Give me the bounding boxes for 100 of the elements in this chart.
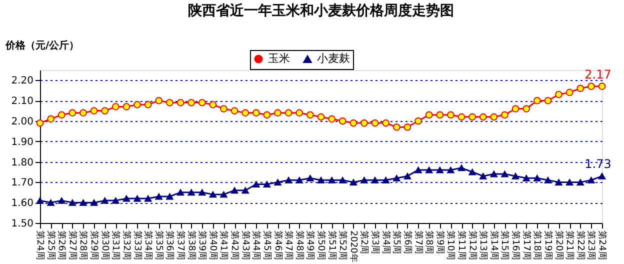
x-tick-label: 第47周 (283, 230, 294, 260)
point (47, 199, 54, 206)
point (220, 191, 228, 198)
point (458, 113, 466, 121)
point (360, 119, 368, 127)
point (468, 168, 476, 176)
point (188, 189, 195, 196)
point (588, 82, 595, 90)
x-tick-label: 第11周 (456, 230, 467, 260)
point (588, 176, 595, 184)
point (188, 98, 195, 106)
x-tick-label: 第9周 (434, 230, 446, 254)
x-tick-label: 第33周 (132, 230, 143, 260)
point (392, 123, 400, 131)
point (371, 176, 379, 184)
point (425, 111, 433, 119)
point (566, 88, 574, 96)
point (382, 176, 390, 184)
x-tick-label: 第43周 (240, 230, 251, 260)
point (404, 172, 412, 180)
point (284, 109, 292, 116)
y-tick-label: 1.90 (11, 136, 34, 148)
point (220, 105, 228, 112)
point (230, 107, 238, 114)
point (436, 166, 444, 174)
point (522, 174, 530, 182)
point (512, 172, 520, 180)
x-tick-label: 2020年 (348, 230, 359, 262)
x-tick-label: 第41周 (218, 230, 230, 260)
x-tick-label: 第20周 (553, 230, 564, 260)
point (58, 197, 66, 204)
x-tick-label: 第5周 (391, 230, 402, 254)
point (425, 166, 433, 174)
point (90, 107, 98, 114)
point (533, 174, 541, 182)
point (176, 189, 184, 196)
point (263, 181, 271, 188)
data-label: 2.17 (584, 67, 612, 82)
point (68, 109, 76, 116)
x-tick-label: 第23周 (586, 230, 597, 260)
y-tick-label: 2.20 (11, 76, 34, 87)
x-tick-label: 第6周 (402, 230, 413, 254)
point (566, 178, 574, 186)
point (522, 105, 530, 112)
point (122, 103, 130, 110)
point (252, 181, 260, 188)
x-tick-label: 第51周 (326, 230, 338, 260)
point (112, 197, 120, 204)
x-tick-label: 第32周 (120, 230, 132, 260)
point (144, 101, 152, 108)
point (166, 193, 174, 200)
point (350, 119, 358, 127)
point (198, 189, 206, 196)
x-tick-label: 第15周 (499, 230, 510, 260)
x-tick-label: 第46周 (272, 230, 284, 260)
point (80, 109, 87, 116)
point (101, 107, 109, 114)
point (338, 117, 346, 125)
point (414, 166, 422, 174)
point (544, 96, 552, 104)
x-tick-label: 第27周 (66, 230, 78, 260)
x-tick-label: 第42周 (229, 230, 240, 260)
x-tick-label: 第31周 (110, 230, 122, 260)
point (198, 98, 206, 106)
point (58, 111, 66, 119)
x-tick-label: 第24周 (34, 230, 46, 260)
point (242, 109, 250, 116)
point (533, 96, 541, 104)
x-tick-label: 第25周 (45, 230, 56, 260)
point (252, 109, 260, 116)
point (479, 113, 487, 121)
x-tick-label: 第10周 (445, 230, 456, 260)
x-tick-label: 第2周 (358, 230, 370, 254)
point (166, 98, 174, 106)
x-tick-label: 第12周 (466, 230, 478, 260)
x-tick-label: 第48周 (294, 230, 305, 260)
point (490, 170, 498, 178)
y-tick-label: 1.70 (11, 178, 34, 189)
point (576, 178, 584, 186)
point (68, 199, 76, 206)
point (134, 195, 141, 202)
point (512, 105, 520, 112)
point (360, 176, 368, 184)
y-tick-label: 1.80 (11, 157, 34, 168)
x-tick-label: 第24周 (596, 230, 608, 260)
x-tick-label: 第13周 (478, 230, 489, 260)
point (479, 172, 487, 180)
point (598, 82, 606, 90)
point (176, 98, 184, 106)
x-tick-label: 第40周 (207, 230, 218, 260)
point (134, 101, 141, 108)
point (122, 195, 130, 202)
point (242, 187, 250, 194)
x-tick-label: 第4周 (380, 230, 392, 254)
point (447, 166, 454, 174)
point (404, 123, 412, 131)
point (90, 199, 98, 206)
x-tick-label: 第52周 (337, 230, 348, 260)
y-tick-label: 2.10 (11, 96, 34, 108)
point (155, 96, 163, 104)
